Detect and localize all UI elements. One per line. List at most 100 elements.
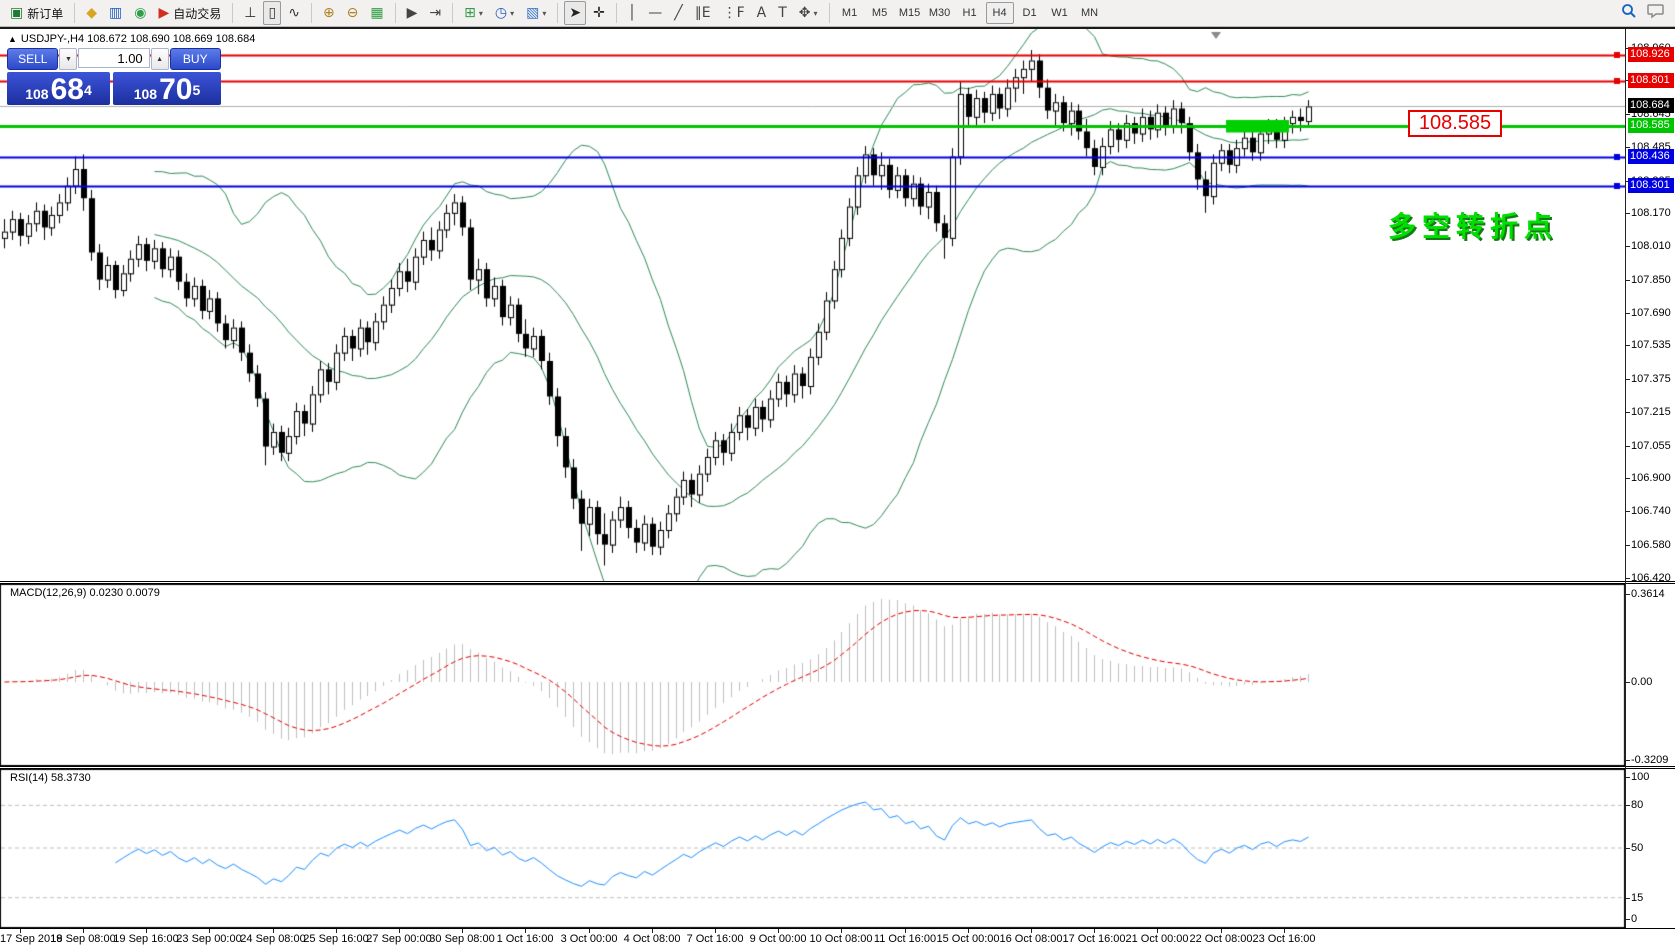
panel-separator[interactable] [0,581,1675,584]
timeframe-d1[interactable]: D1 [1022,7,1037,19]
horizontal-line-icon: — [648,5,663,21]
horizontal-line-button[interactable]: — [643,1,667,25]
price-callout-label[interactable]: 108.585 [1408,110,1502,137]
time-label: 30 Sep 08:00 [429,933,495,945]
volume-decrease-button[interactable]: ▼ [59,48,78,70]
sell-price-display[interactable]: 108 68 4 [7,72,110,105]
price-line-badge: 108.301 [1628,177,1674,193]
rsi-tick-label: 80 [1631,799,1644,812]
timeframe-m30[interactable]: M30 [928,7,951,19]
price-chart-panel [0,29,1675,581]
toolbar-separator [615,3,617,23]
metaeditor-button[interactable]: ◆ [81,1,102,25]
new-order-button[interactable]: ▣ 新订单 [5,1,68,25]
auto-scroll-button[interactable]: ▶ [402,1,423,25]
time-label: 4 Oct 08:00 [623,933,681,945]
time-label: 24 Sep 08:00 [240,933,306,945]
text-button[interactable]: A [752,1,772,25]
cursor-icon: ➤ [569,5,582,21]
price-tick [1625,345,1630,347]
crosshair-button[interactable]: ✛ [588,1,610,25]
timeframe-h1[interactable]: H1 [962,7,977,19]
new-chart-button[interactable]: ⊞ ▾ [459,1,488,25]
price-tick [1625,48,1630,49]
text-icon: A [756,5,767,21]
price-chart-canvas[interactable] [0,29,1625,581]
annotation-text[interactable]: 多空转折点 [1388,211,1559,242]
time-label: 11 Oct 16:00 [873,933,937,945]
line-chart-button[interactable]: ∿ [283,1,305,25]
buy-price-pip: 5 [192,82,201,98]
timeframe-m5[interactable]: M5 [871,7,888,19]
price-tick [1625,313,1630,314]
timeframe-mn[interactable]: MN [1080,7,1099,19]
time-label: 17 Oct 16:00 [1062,933,1126,945]
rsi-tick [1625,848,1630,849]
rsi-indicator-label: RSI(14) 58.3730 [10,772,91,784]
rsi-tick-label: 100 [1631,771,1650,783]
dropdown-caret-icon[interactable]: ▾ [542,8,547,18]
fibonacci-button[interactable]: ⋮F [718,1,750,25]
candlestick-chart-button[interactable]: ▯ [263,1,282,25]
time-tick [1094,929,1095,933]
buy-price-display[interactable]: 108 70 5 [113,72,221,105]
macd-tick-label: 0.00 [1631,676,1653,688]
arrows-button[interactable]: ✥ ▾ [794,1,823,25]
zoom-out-button[interactable]: ⊖ [342,1,364,25]
chart-shift-button[interactable]: ⇥ [424,1,446,25]
sell-price-handle: 108 [25,86,49,102]
search-icon[interactable] [1621,3,1637,19]
dropdown-caret-icon[interactable]: ▾ [510,8,515,18]
dropdown-caret-icon[interactable]: ▾ [813,8,818,18]
market-watch-button[interactable]: ▥ [104,1,127,25]
time-axis[interactable]: 17 Sep 2019 18 Sep 08:00 19 Sep 16:00 23 Se… [0,929,1675,950]
toolbar-right [1621,3,1665,19]
profiles-icon: ◷ [494,5,508,21]
equidistant-channel-icon: ∥E [694,5,711,21]
bar-chart-button[interactable]: ⊥ [239,1,261,25]
chart-header: ▲ USDJPY-,H4 108.672 108.690 108.669 108.… [8,33,255,45]
templates-button[interactable]: ▧ ▾ [521,1,551,25]
macd-tick-label: -0.3209 [1631,753,1669,766]
collapse-icon[interactable]: ▲ [8,34,17,44]
panel-separator[interactable] [0,766,1675,769]
dropdown-caret-icon[interactable]: ▾ [478,8,483,18]
text-label-button[interactable]: T [773,1,792,25]
price-tick [1625,477,1630,479]
time-tick [1284,929,1285,933]
profiles-button[interactable]: ◷ ▾ [490,1,519,25]
sell-button[interactable]: SELL [7,48,59,70]
timeframe-m15[interactable]: M15 [898,7,921,19]
rsi-canvas[interactable] [0,769,1625,928]
sell-price-big: 68 [50,73,84,106]
cursor-button[interactable]: ➤ [564,1,587,25]
time-label: 23 Sep 00:00 [176,933,242,945]
toolbar: ▣ 新订单 ◆ ▥ ◉ ▶ 自动交易 ⊥ ▯ ∿ ⊕ ⊖ ▦ ▶ ⇥ ⊞ ▾ ◷ ▾ ▧ ▾ ➤ ✛ │ — ╱ ∥E ⋮F A T ✥ ▾ … [0,0,1675,27]
equidistant-channel-button[interactable]: ∥E [690,1,716,25]
time-tick [778,929,779,933]
buy-button[interactable]: BUY [169,48,221,70]
timeframe-m1[interactable]: M1 [841,7,858,19]
timeframe-h4[interactable]: H4 [985,2,1014,24]
signals-button[interactable]: ◉ [129,1,151,25]
one-click-trading-panel: SELL ▼ 1.00 ▲ BUY 108 68 4 108 70 5 [7,48,221,105]
zoom-in-button[interactable]: ⊕ [318,1,340,25]
macd-canvas[interactable] [0,584,1625,766]
tile-windows-button[interactable]: ▦ [365,1,388,25]
trendline-button[interactable]: ╱ [669,1,687,25]
arrows-icon: ✥ [798,5,811,21]
vertical-line-button[interactable]: │ [623,1,641,25]
macd-tick-label: 0.3614 [1631,588,1665,601]
chat-icon[interactable] [1647,3,1665,19]
volume-input[interactable]: 1.00 [78,48,150,68]
timeframe-w1[interactable]: W1 [1051,7,1068,19]
sell-price-pip: 4 [83,82,92,98]
time-label: 23 Oct 16:00 [1252,933,1316,945]
rsi-tick-label: 0 [1631,913,1638,925]
time-tick [841,929,842,933]
price-tick [1625,80,1630,82]
autotrading-button[interactable]: ▶ 自动交易 [153,1,226,25]
autotrading-icon: ▶ [158,5,170,21]
time-label: 17 Sep 2019 [0,933,63,945]
volume-increase-button[interactable]: ▲ [150,48,169,70]
